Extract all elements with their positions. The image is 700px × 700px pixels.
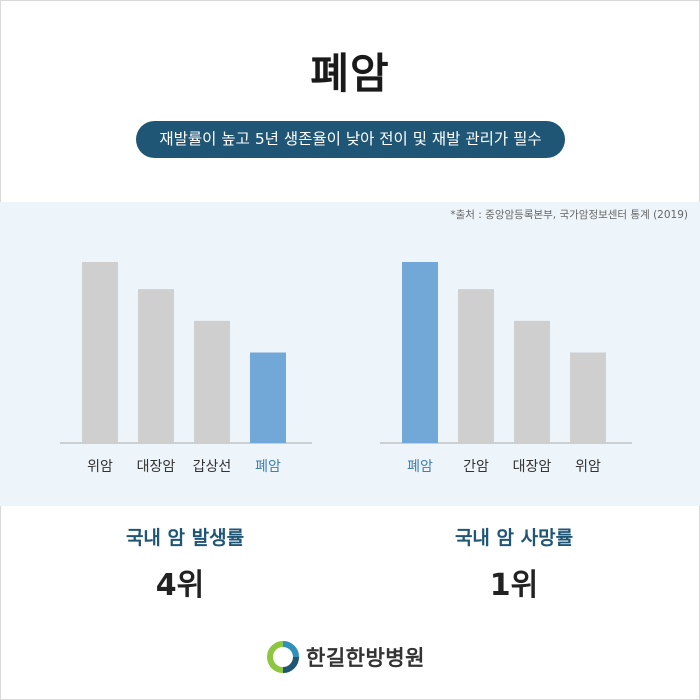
bar-label-4: 폐암	[255, 459, 281, 475]
bar-2	[138, 289, 174, 443]
bar-1	[82, 262, 118, 443]
bar-label-3: 갑상선	[193, 459, 232, 475]
bar-label-2: 대장암	[137, 459, 176, 475]
bar-label-2: 간암	[463, 459, 489, 475]
bar-3	[514, 320, 550, 443]
mortality-rank: 1위	[489, 568, 539, 603]
bar-3	[194, 320, 230, 443]
mortality-chart: 폐암 간암 대장암 위암	[380, 262, 632, 475]
bar-label-1: 폐암	[407, 459, 433, 475]
bar-label-3: 대장암	[513, 459, 552, 475]
logo-text: 한길한방병원	[306, 646, 425, 670]
incidence-caption: 국내 암 발생률	[125, 527, 245, 549]
bar-1	[402, 262, 438, 443]
incidence-rank: 4위	[155, 568, 205, 603]
source-note: *출처 : 중앙암등록본부, 국가암정보센터 통계 (2019)	[450, 209, 688, 221]
logo-ring-icon	[267, 641, 299, 673]
page-title: 폐암	[310, 49, 390, 98]
bar-label-4: 위암	[575, 459, 601, 475]
hospital-logo: 한길한방병원	[266, 640, 425, 674]
bar-label-1: 위암	[87, 459, 113, 475]
subtitle-badge: 재발률이 높고 5년 생존율이 낮아 전이 및 재발 관리가 필수	[136, 121, 565, 158]
bar-2	[458, 289, 494, 443]
bar-4	[570, 352, 606, 443]
mortality-caption: 국내 암 사망률	[454, 527, 574, 549]
incidence-chart: 위암 대장암 갑상선 폐암	[60, 262, 312, 475]
bar-4	[250, 352, 286, 443]
